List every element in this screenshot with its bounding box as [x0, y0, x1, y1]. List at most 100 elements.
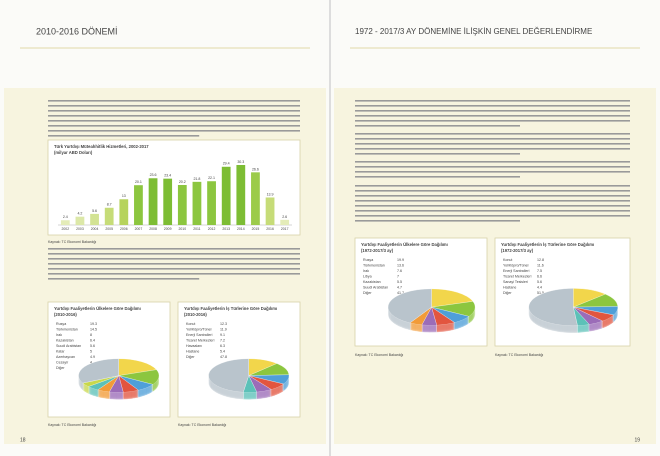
legend-value: 12.8 — [537, 258, 544, 262]
text-line — [48, 100, 300, 102]
data-label: 2.4 — [63, 215, 68, 219]
data-label: 5.6 — [92, 209, 97, 213]
chart-subtitle: (2010-2016) — [184, 312, 207, 317]
bar — [134, 185, 143, 225]
legend-value: 5.4 — [220, 349, 225, 353]
legend-value: 7.6 — [397, 269, 402, 273]
legend-name: Enerji Santralleri — [503, 269, 530, 273]
text-line — [48, 273, 300, 275]
bar — [177, 185, 187, 225]
text-line — [48, 105, 300, 107]
text-line — [48, 263, 300, 265]
legend-value: 13.6 — [397, 263, 404, 267]
legend-value: 41.7 — [397, 291, 404, 295]
text-line — [355, 171, 630, 173]
source: Kaynak: TC Ekonomi Bakanlığı — [495, 353, 543, 357]
legend-value: 6.4 — [90, 338, 95, 342]
legend-value: 4.7 — [397, 285, 402, 289]
x-tick-label: 2003 — [76, 227, 84, 231]
page-number: 18 — [20, 437, 26, 443]
legend-name: Azerbaycan — [56, 355, 75, 359]
x-tick-label: 2007 — [135, 227, 143, 231]
legend-value: 5.6 — [537, 280, 542, 284]
data-label: 23.4 — [164, 174, 171, 178]
legend-name: Cezayir — [56, 360, 69, 364]
legend-value: 12.3 — [220, 322, 227, 326]
text-line — [48, 268, 300, 270]
text-line — [355, 120, 630, 122]
data-label: 2.6 — [282, 215, 287, 219]
legend-value: 4 — [90, 360, 92, 364]
legend-name: Diğer — [363, 291, 372, 295]
pie-slice — [208, 358, 249, 393]
x-tick-label: 2008 — [149, 227, 157, 231]
legend-value: 6.6 — [537, 274, 542, 278]
text-line — [355, 190, 630, 192]
text-line — [355, 153, 520, 155]
text-line — [355, 176, 520, 178]
bar — [148, 178, 158, 225]
bar — [265, 197, 275, 225]
bar — [104, 207, 114, 225]
legend-name: Ticaret Merkezleri — [186, 338, 215, 342]
legend-value: 5 — [90, 349, 92, 353]
bar — [192, 181, 202, 225]
chart-title: Yurtdışı Faaliyetlerin İş Türlerine Göre… — [184, 306, 277, 311]
data-label: 13.9 — [267, 192, 274, 196]
x-tick-label: 2013 — [222, 227, 230, 231]
legend-value: 8 — [90, 333, 92, 337]
pie-slice — [78, 358, 119, 384]
legend-name: Kazakistan — [363, 280, 381, 284]
pie-slice — [528, 288, 578, 326]
text-line — [355, 210, 630, 212]
text-line — [355, 215, 630, 217]
text-line — [355, 166, 630, 168]
x-tick-label: 2002 — [62, 227, 70, 231]
legend-name: Yol/Köprü/Tünel — [186, 327, 212, 331]
x-tick-label: 2016 — [266, 227, 274, 231]
legend-value: 11.9 — [220, 327, 227, 331]
text-line — [355, 138, 630, 140]
data-label: 21.8 — [193, 177, 200, 181]
legend-value: 5.5 — [397, 280, 402, 284]
legend-name: Enerji Santralleri — [186, 333, 213, 337]
legend-name: Türkmenistan — [56, 327, 78, 331]
legend-name: Rusya — [56, 322, 66, 326]
legend-name: Rusya — [363, 258, 373, 262]
text-line — [48, 115, 300, 117]
legend-name: Türkmenistan — [363, 263, 385, 267]
text-line — [355, 220, 520, 222]
legend-value: 51.5 — [537, 291, 544, 295]
legend-name: Irak — [56, 333, 62, 337]
text-line — [48, 110, 300, 112]
legend-name: Diğer — [186, 355, 195, 359]
data-label: 29.4 — [223, 162, 230, 166]
text-line — [48, 278, 200, 280]
data-label: 13 — [122, 194, 126, 198]
data-label: 22.1 — [208, 176, 215, 180]
legend-value: 4.9 — [90, 355, 95, 359]
legend-name: Diğer — [56, 366, 65, 370]
legend-value: 19.3 — [90, 322, 97, 326]
x-tick-label: 2015 — [252, 227, 260, 231]
legend-name: Sanayi Tesisleri — [503, 280, 528, 284]
chart-subtitle: (1972-2017/3 ay) — [361, 248, 394, 253]
x-tick-label: 2011 — [193, 227, 200, 231]
text-line — [355, 185, 630, 187]
pie-slice — [431, 288, 474, 308]
legend-name: Hastane — [186, 349, 199, 353]
data-label: 4.2 — [77, 212, 82, 216]
legend-name: Konut — [503, 258, 512, 262]
legend-value: 7.2 — [220, 338, 225, 342]
page-title: 2010-2016 DÖNEMİ — [36, 26, 118, 36]
bar — [280, 219, 290, 225]
x-tick-label: 2009 — [164, 227, 172, 231]
source: Kaynak: TC Ekonomi Bakanlığı — [48, 240, 96, 244]
pie-slice — [387, 288, 432, 324]
text-line — [48, 248, 300, 250]
legend-name: Yol/Köprü/Tünel — [503, 263, 529, 267]
data-label: 30.3 — [237, 160, 244, 164]
source: Kaynak: TC Ekonomi Bakanlığı — [178, 423, 226, 427]
legend-value: 5.6 — [90, 344, 95, 348]
